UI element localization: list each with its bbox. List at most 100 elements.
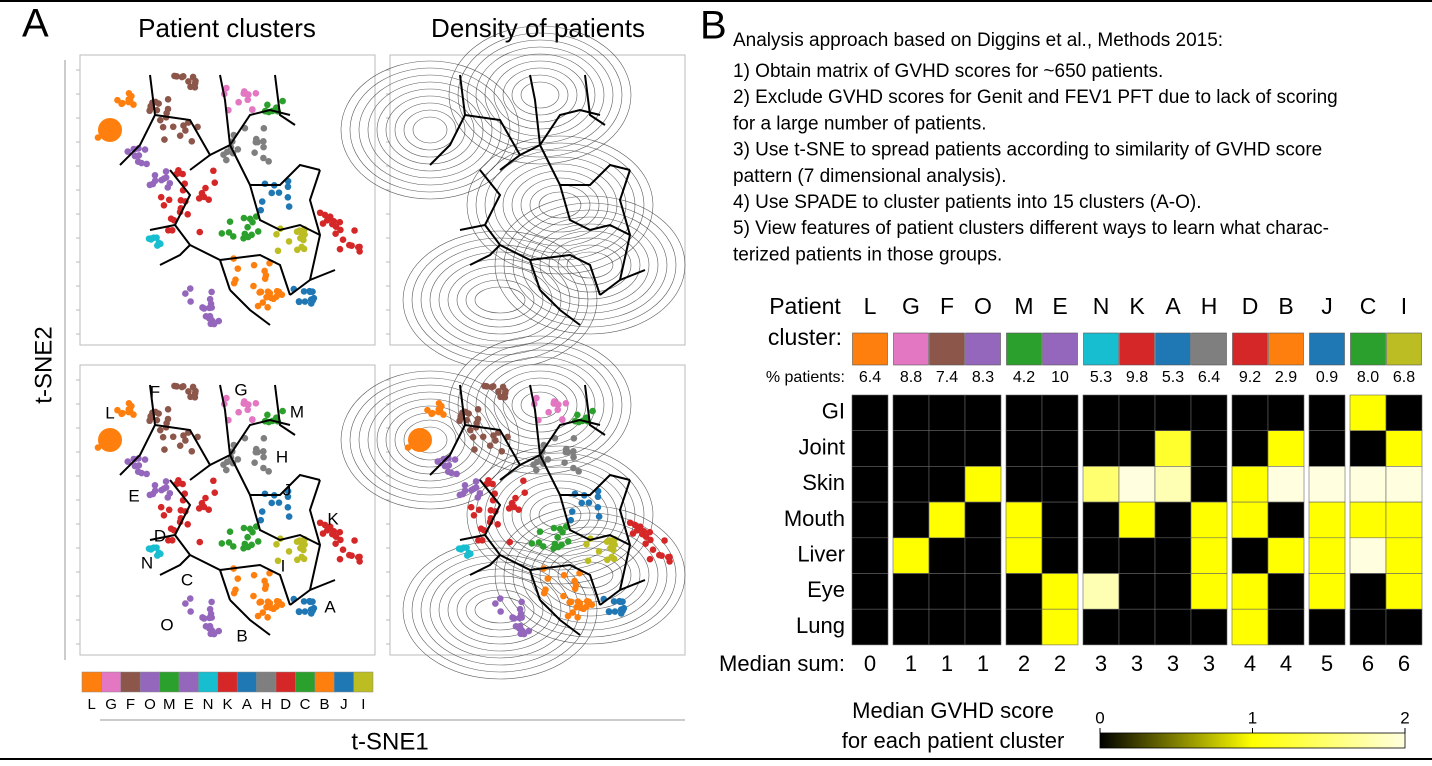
cluster-boundary — [618, 169, 632, 281]
scatter-point — [558, 541, 565, 549]
scatter-point — [263, 603, 270, 611]
cluster-boundary — [219, 74, 231, 146]
density-contour — [403, 109, 457, 151]
cluster-letter: J — [283, 480, 292, 499]
scatter-point — [180, 432, 187, 439]
median-sum: 3 — [1203, 651, 1215, 676]
heatmap-cell — [1385, 501, 1423, 539]
scatter-point — [119, 99, 126, 107]
scatter-point — [261, 577, 268, 585]
scatter-point — [186, 285, 194, 292]
x-axis-label: t-SNE1 — [351, 728, 428, 755]
cluster-swatch — [893, 332, 929, 366]
scatter-point — [642, 540, 649, 548]
cluster-boundary — [539, 144, 631, 186]
scatter-point — [130, 101, 137, 108]
heatmap-cell — [928, 573, 966, 610]
scatter-point — [125, 406, 132, 413]
heatmap-cell — [1231, 394, 1269, 432]
density-contour — [367, 391, 493, 489]
scatter-point — [564, 612, 572, 620]
step-text: for a large number of patients. — [733, 113, 986, 134]
cluster-swatch — [1386, 332, 1422, 366]
cluster-letter: L — [105, 403, 114, 422]
density-contour — [484, 459, 636, 571]
heatmap-cell — [1154, 394, 1192, 432]
heatmap-cell — [1267, 466, 1305, 503]
scatter-point — [135, 462, 143, 469]
scatter-point — [211, 179, 219, 186]
scatter-point — [300, 288, 308, 295]
percent-value: 8.0 — [1357, 369, 1379, 386]
cluster-letter: H — [276, 447, 288, 466]
cluster-swatch — [1119, 332, 1155, 366]
scatter-point — [94, 444, 102, 451]
scatter-point — [235, 408, 242, 416]
cluster-letter: M — [290, 402, 304, 421]
scatter-point — [301, 231, 308, 238]
scatter-point — [250, 261, 258, 269]
scatter-point — [574, 614, 581, 621]
median-sum: 6 — [1398, 651, 1410, 676]
heatmap-cell — [1082, 608, 1120, 646]
heatmap-cell — [1041, 394, 1079, 432]
step-text: terized patients in those groups. — [733, 244, 1002, 265]
scatter-point — [208, 598, 215, 606]
cluster-boundary — [584, 384, 606, 436]
percent-value: 7.4 — [936, 369, 958, 386]
scatter-point — [192, 387, 199, 395]
scatter-point — [293, 246, 301, 254]
scatter-point — [223, 148, 231, 156]
scatter-point — [275, 189, 283, 196]
cluster-swatch — [1042, 332, 1078, 366]
heatmap-cell — [1041, 466, 1079, 503]
cluster-boundary — [519, 418, 601, 466]
scatter-point — [180, 122, 187, 129]
scatter-point — [451, 456, 459, 463]
scatter-point — [284, 493, 292, 501]
scatter-point — [495, 388, 502, 395]
scatter-point — [248, 231, 255, 239]
scatter-point — [518, 614, 525, 621]
scatter-point — [264, 614, 271, 621]
median-sum: 3 — [1131, 651, 1143, 676]
heatmap-cell — [1041, 501, 1079, 539]
scatter-point — [564, 538, 572, 545]
scatter-point — [631, 521, 639, 529]
row-label: Lung — [796, 613, 845, 638]
heatmap-cell — [1154, 537, 1192, 574]
scatter-point — [124, 458, 132, 465]
percent-value: 8.8 — [900, 369, 922, 386]
scatter-point — [494, 521, 501, 528]
heatmap-cell — [1154, 608, 1192, 646]
scatter-point — [354, 553, 362, 561]
scatter-point — [552, 400, 560, 408]
scatter-point — [496, 595, 504, 602]
colorbar — [1099, 732, 1406, 749]
scatter-point — [589, 407, 596, 415]
scatter-point — [279, 407, 286, 415]
scatter-point — [250, 592, 257, 600]
scatter-point — [260, 448, 267, 455]
scatter-point — [516, 605, 524, 613]
legend-label: B — [319, 696, 329, 713]
legend-label: M — [163, 696, 176, 713]
heatmap-cell — [1349, 608, 1387, 646]
scatter-point — [326, 214, 334, 222]
density-contour — [394, 102, 466, 158]
cluster-name: C — [1360, 293, 1377, 319]
cluster-boundary — [618, 479, 632, 591]
scatter-point — [177, 506, 185, 514]
scatter-point — [125, 400, 133, 407]
colorbar-tick-label: 0 — [1095, 708, 1104, 727]
scatter-point — [502, 387, 509, 395]
scatter-point — [192, 77, 199, 85]
scatter-point — [168, 536, 176, 544]
scatter-point — [260, 125, 268, 132]
scatter-point — [240, 524, 248, 532]
scatter-point — [278, 601, 286, 608]
cluster-boundary — [289, 579, 336, 606]
cluster-name: I — [1401, 293, 1407, 319]
scatter-point — [583, 540, 590, 548]
